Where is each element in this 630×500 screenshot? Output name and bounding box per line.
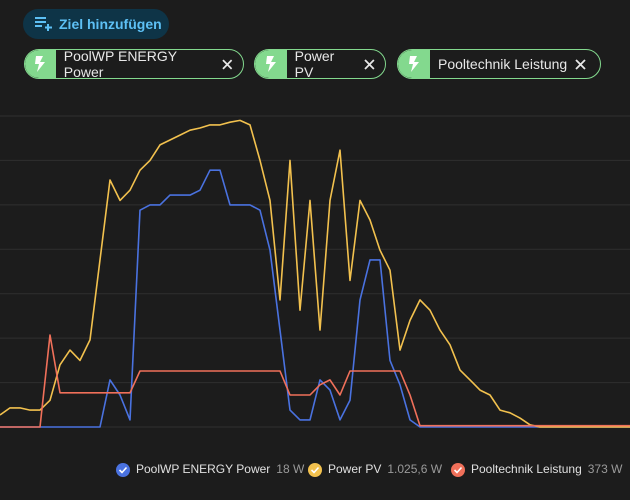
legend-name: PoolWP ENERGY Power: [136, 462, 270, 476]
chip-remove[interactable]: [222, 59, 233, 70]
series-line: [0, 334, 630, 428]
chip-label: PoolWP ENERGY Power: [63, 49, 177, 79]
legend-marker: [116, 463, 130, 477]
series-line: [0, 119, 630, 428]
button-label: Ziel hinzufügen: [59, 16, 162, 32]
legend-name: Pooltechnik Leistung: [471, 462, 582, 476]
legend-entry: Pooltechnik Leistung 373 W: [471, 462, 623, 476]
add-icon: [35, 17, 52, 31]
chip-label: Pooltechnik Leistung: [438, 56, 568, 72]
legend-value: 18 W: [276, 462, 305, 476]
legend-value: 1.025,6 W: [387, 462, 442, 476]
legend-entry: Power PV 1.025,6 W: [328, 462, 443, 476]
chip-remove[interactable]: [364, 58, 375, 70]
chip-remove[interactable]: [575, 58, 586, 70]
chip-label: Power PV: [294, 49, 335, 79]
entity-chip[interactable]: Pooltechnik Leistung: [397, 49, 601, 79]
legend-entry: PoolWP ENERGY Power 18 W: [136, 462, 305, 476]
legend-marker: [451, 463, 465, 477]
entity-chip[interactable]: Power PV: [254, 49, 386, 79]
chip-icon: [255, 50, 287, 78]
add-target-button[interactable]: Ziel hinzufügen: [23, 9, 169, 39]
series-line: [0, 169, 630, 428]
entity-chip[interactable]: PoolWP ENERGY Power: [24, 49, 244, 79]
legend-name: Power PV: [328, 462, 381, 476]
legend-check: [118, 466, 128, 474]
legend-value: 373 W: [588, 462, 623, 476]
chip-icon: [398, 50, 430, 78]
chip-icon: [25, 50, 56, 78]
legend-check: [453, 466, 463, 474]
legend-check: [310, 466, 320, 474]
legend-marker: [308, 463, 322, 477]
